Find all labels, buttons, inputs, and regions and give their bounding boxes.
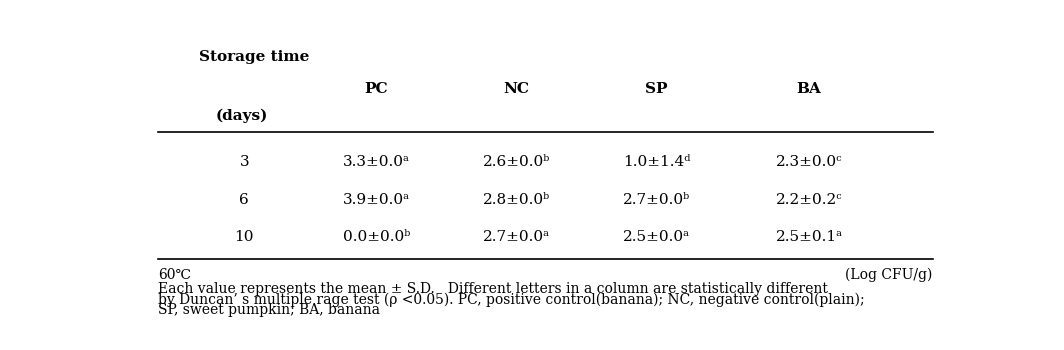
Text: 0.0±0.0ᵇ: 0.0±0.0ᵇ: [343, 230, 410, 244]
Text: 2.7±0.0ᵇ: 2.7±0.0ᵇ: [624, 193, 691, 206]
Text: (Log CFU/g): (Log CFU/g): [846, 268, 933, 282]
Text: 2.6±0.0ᵇ: 2.6±0.0ᵇ: [483, 155, 550, 169]
Text: Each value represents the mean ± S.D.   Different letters in a column are statis: Each value represents the mean ± S.D. Di…: [157, 282, 828, 296]
Text: 3.3±0.0ᵃ: 3.3±0.0ᵃ: [343, 155, 410, 169]
Text: NC: NC: [503, 82, 530, 96]
Text: 3: 3: [239, 155, 249, 169]
Text: SP: SP: [646, 82, 668, 96]
Text: 10: 10: [234, 230, 254, 244]
Text: SP, sweet pumpkin; BA, banana: SP, sweet pumpkin; BA, banana: [157, 303, 380, 317]
Text: 3.9±0.0ᵃ: 3.9±0.0ᵃ: [343, 193, 410, 206]
Text: BA: BA: [797, 82, 821, 96]
Text: 1.0±1.4ᵈ: 1.0±1.4ᵈ: [622, 155, 691, 169]
Text: 2.3±0.0ᶜ: 2.3±0.0ᶜ: [776, 155, 843, 169]
Text: (days): (days): [215, 109, 268, 123]
Text: 2.8±0.0ᵇ: 2.8±0.0ᵇ: [483, 193, 550, 206]
Text: Storage time: Storage time: [199, 50, 310, 64]
Text: 2.5±0.0ᵃ: 2.5±0.0ᵃ: [624, 230, 691, 244]
Text: 2.2±0.2ᶜ: 2.2±0.2ᶜ: [776, 193, 843, 206]
Text: by Duncan’ s multiple rage test (ρ <0.05). PC, positive control(banana); NC, neg: by Duncan’ s multiple rage test (ρ <0.05…: [157, 293, 864, 307]
Text: 60℃: 60℃: [157, 268, 190, 282]
Text: 6: 6: [239, 193, 249, 206]
Text: 2.5±0.1ᵃ: 2.5±0.1ᵃ: [776, 230, 843, 244]
Text: 2.7±0.0ᵃ: 2.7±0.0ᵃ: [483, 230, 550, 244]
Text: PC: PC: [365, 82, 388, 96]
